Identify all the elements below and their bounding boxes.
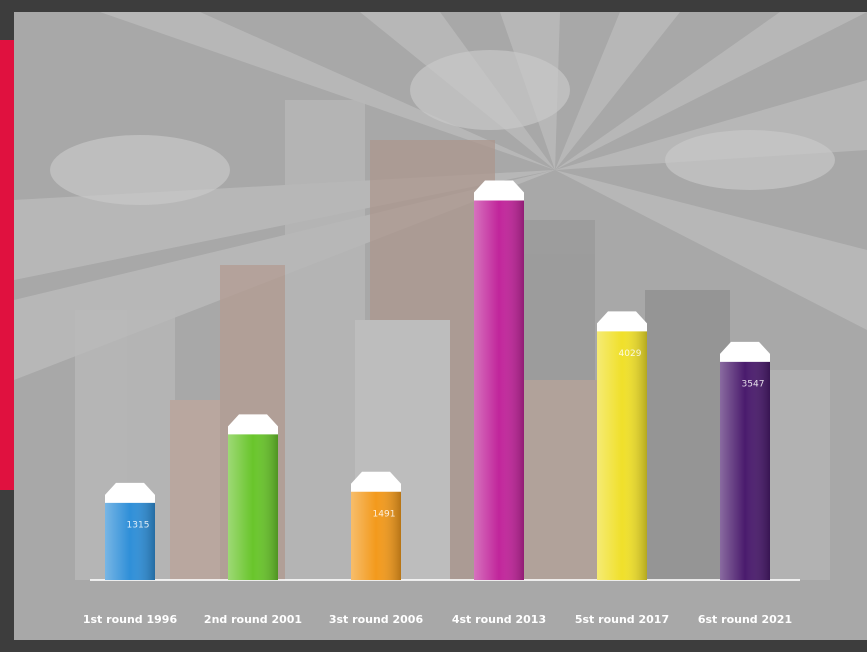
value-label: 4029: [619, 349, 642, 359]
bar-shade: [105, 496, 155, 580]
x-tick-label: 5st round 2017: [575, 613, 669, 626]
bar-cap: [351, 471, 401, 492]
bar-shade: [228, 428, 278, 580]
value-label: 3547: [742, 379, 765, 389]
x-tick-label: 4st round 2013: [452, 613, 546, 626]
x-tick-label: 3st round 2006: [329, 613, 424, 626]
bar-cap: [105, 482, 155, 503]
x-tick-label: 2nd round 2001: [204, 613, 302, 626]
bar-shade: [597, 325, 647, 580]
value-label: 1491: [373, 509, 396, 519]
bar-cap: [474, 180, 524, 201]
bar-cap: [228, 414, 278, 435]
clouds: [50, 50, 835, 205]
bar-cap: [597, 311, 647, 332]
bar-shade: [474, 194, 524, 581]
bar-shade: [351, 485, 401, 580]
x-tick-label: 6st round 2021: [698, 613, 792, 626]
bar-cap: [720, 341, 770, 362]
x-tick-label: 1st round 1996: [83, 613, 178, 626]
value-label: 1315: [127, 520, 150, 530]
bar-shade: [720, 355, 770, 580]
